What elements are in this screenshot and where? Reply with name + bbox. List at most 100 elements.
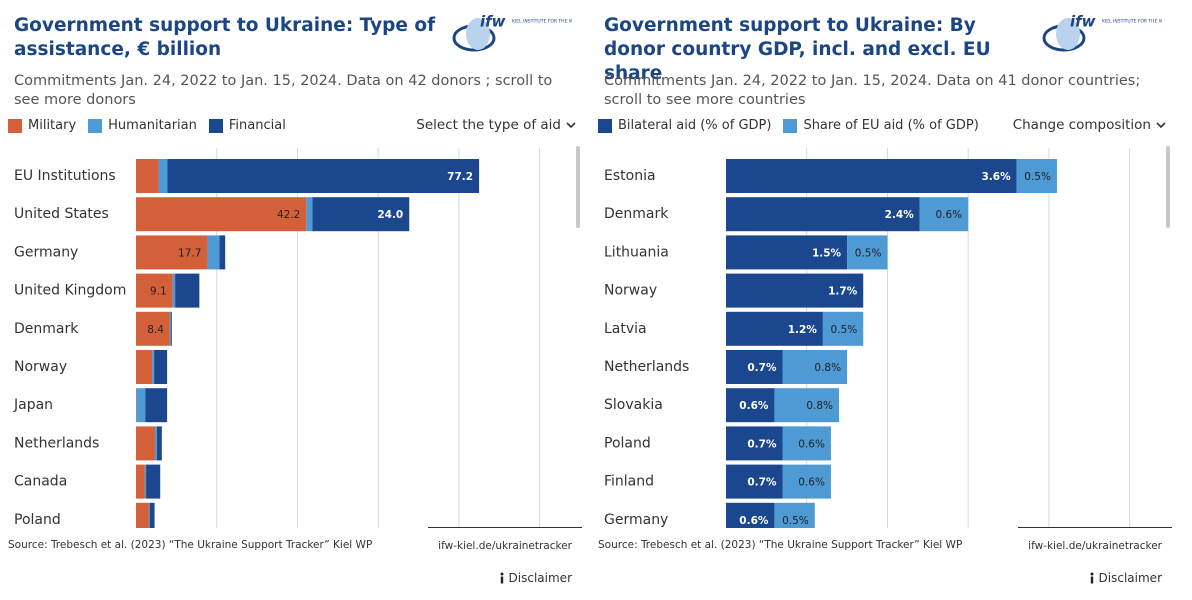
link[interactable]: ifw-kiel.de/ukrainetracker: [438, 540, 572, 552]
category-label: United Kingdom: [14, 283, 126, 299]
bar-segment: [306, 197, 313, 232]
chart-subtitle: Commitments Jan. 24, 2022 to Jan. 15, 20…: [604, 73, 1141, 108]
value-label: 0.5%: [831, 324, 858, 336]
logo: ifw KIEL INSTITUTE FOR THE WORLD ECONOMY: [1042, 13, 1162, 52]
dropdown-chevron: [1156, 122, 1166, 129]
bar-segment: [782, 350, 848, 384]
category-label: Germany: [604, 512, 668, 528]
disclaimer[interactable]: Disclaimer: [499, 571, 572, 585]
bar-segment: [136, 311, 170, 346]
category-label: Netherlands: [14, 435, 99, 451]
legend: Bilateral aid (% of GDP) Share of EU aid …: [598, 118, 979, 133]
panel: Government support to Ukraine: Type of a…: [0, 0, 590, 600]
panel: Government support to Ukraine: By donor …: [590, 0, 1180, 600]
bar-segment: [158, 159, 168, 193]
bar-segment: [726, 159, 1017, 193]
category-label: Poland: [604, 435, 651, 451]
bar-segment: [175, 273, 200, 308]
bar-segment: [169, 311, 172, 346]
bar-segment: [136, 197, 307, 232]
bar-segment: [154, 426, 157, 461]
legend-item: Humanitarian: [88, 118, 197, 133]
value-label: 2.4%: [885, 209, 915, 221]
footer-rule: [428, 527, 582, 528]
bar-segment: [726, 464, 783, 499]
value-label: 1.5%: [812, 247, 842, 259]
legend-swatch: [598, 118, 612, 133]
dropdown[interactable]: Select the type of aid: [416, 117, 576, 133]
info-icon: [1090, 572, 1094, 584]
bar-segment: [136, 273, 173, 308]
value-label: 3.6%: [981, 171, 1011, 183]
logo: ifw KIEL INSTITUTE FOR THE WORLD ECONOMY: [452, 13, 572, 52]
category-label: Norway: [604, 283, 657, 299]
category-label: Estonia: [604, 168, 656, 184]
bar-segment: [145, 388, 168, 423]
disclaimer[interactable]: Disclaimer: [1089, 571, 1162, 585]
bar-segment: [136, 502, 149, 528]
legend-swatch: [783, 118, 798, 133]
bar-segment: [782, 426, 831, 461]
chevron: [1156, 122, 1166, 129]
category-label: Norway: [14, 359, 67, 375]
dropdown-chevron: [566, 122, 576, 129]
bar-segment: [136, 464, 145, 499]
link[interactable]: ifw-kiel.de/ukrainetracker: [1028, 540, 1162, 552]
bar-segment: [726, 426, 783, 461]
dropdown[interactable]: Change composition: [1013, 117, 1166, 133]
bar-segment: [726, 502, 775, 528]
category-label: Netherlands: [604, 359, 689, 375]
bar-segment: [726, 311, 823, 346]
value-label: 0.7%: [747, 438, 777, 450]
value-label: 24.0: [377, 209, 403, 221]
bar-segment: [167, 159, 480, 193]
bar-segment: [822, 311, 864, 346]
legend-swatch: [208, 118, 223, 133]
value-label: 0.8%: [814, 362, 841, 374]
disclaimer-label: Disclaimer: [1098, 571, 1162, 585]
dropdown-label: Change composition: [1012, 117, 1151, 133]
legend-label: Bilateral aid (% of GDP): [618, 118, 772, 133]
category-label: Denmark: [604, 206, 669, 222]
legend-item: Share of EU aid (% of GDP): [783, 118, 979, 133]
legend-swatch: [8, 118, 22, 133]
source: Source: Trebesch et al. (2023) “The Ukra…: [598, 539, 963, 551]
info-stem: [500, 576, 503, 584]
bar-segment: [919, 197, 969, 232]
value-label: 0.5%: [855, 247, 882, 259]
bar-segment: [774, 388, 840, 423]
value-label: 0.6%: [739, 515, 769, 527]
footer-rule: [1018, 527, 1172, 528]
value-label: 17.7: [178, 247, 201, 259]
bar-segment: [154, 350, 168, 384]
legend-label: Military: [28, 118, 77, 133]
scrollbar: [576, 146, 580, 228]
bar-segment: [312, 197, 410, 232]
chart: EU Institutions 77.2 United States 42.2 24.0…: [13, 148, 541, 528]
bar-segment: [207, 235, 220, 270]
category-label: United States: [14, 206, 109, 222]
value-label: 0.7%: [747, 362, 777, 374]
scrollbar: [1166, 146, 1170, 228]
bar-segment: [774, 502, 815, 528]
chart-subtitle: Commitments Jan. 24, 2022 to Jan. 15, 20…: [14, 73, 553, 108]
legend-item: Military: [8, 118, 76, 133]
disclaimer-label: Disclaimer: [508, 571, 572, 585]
legend-item: Bilateral aid (% of GDP): [598, 118, 771, 133]
value-label: 42.2: [277, 209, 300, 221]
category-label: Latvia: [604, 321, 647, 337]
value-label: 9.1: [150, 286, 167, 298]
category-label: Lithuania: [604, 244, 669, 260]
logo-globe: [1056, 18, 1080, 50]
bar-segment: [149, 502, 155, 528]
logo-text: KIEL INSTITUTE FOR THE WORLD ECONOMY: [512, 19, 572, 25]
legend-label: Humanitarian: [108, 118, 197, 133]
bar-segment: [172, 273, 176, 308]
bar-segment: [726, 273, 864, 308]
bar-segment: [726, 235, 848, 270]
bar-segment: [782, 464, 831, 499]
info-dot: [500, 572, 504, 576]
value-label: 0.6%: [739, 400, 769, 412]
bar-segment: [136, 426, 155, 461]
